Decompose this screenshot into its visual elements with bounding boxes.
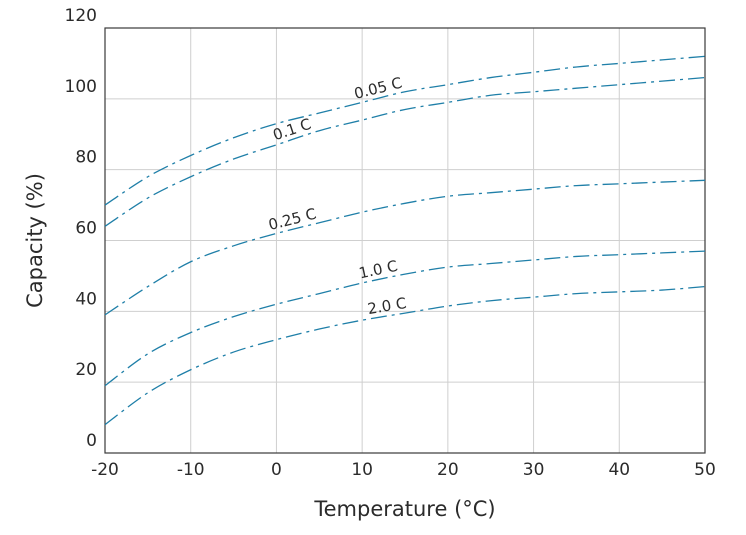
curve-1-0-c	[104, 250, 706, 387]
curve-labels: 0.05 C0.1 C0.25 C1.0 C2.0 C	[267, 74, 408, 318]
y-tick-label: 0	[86, 431, 97, 451]
curve-label: 2.0 C	[366, 294, 408, 318]
x-tick-label: 30	[523, 460, 545, 480]
y-axis-label: Capacity (%)	[23, 173, 47, 308]
curve-0-05-c	[104, 55, 706, 206]
x-tick-label: 10	[351, 460, 373, 480]
curves	[104, 55, 706, 426]
x-tick-label: 40	[608, 460, 630, 480]
tick-labels: -20 -10 0 10 20 30 40 50 0 20 40 60 80 100 120	[65, 6, 716, 480]
grid	[105, 28, 705, 453]
x-tick-label: 0	[271, 460, 282, 480]
curve-0-25-c	[104, 179, 706, 316]
plot-frame	[104, 27, 706, 454]
x-tick-label: 20	[437, 460, 459, 480]
curve-label: 1.0 C	[357, 257, 399, 283]
y-tick-label: 20	[75, 360, 97, 380]
y-tick-label: 80	[75, 148, 97, 168]
x-tick-label: 50	[694, 460, 716, 480]
x-tick-label: -10	[177, 460, 205, 480]
curve-0-1-c	[104, 76, 706, 227]
y-tick-label: 60	[75, 219, 97, 239]
y-tick-label: 100	[65, 77, 97, 97]
y-tick-label: 120	[65, 6, 97, 26]
curve-2-0-c	[104, 285, 706, 426]
x-axis-label: Temperature (°C)	[313, 497, 495, 521]
x-tick-label: -20	[91, 460, 119, 480]
y-tick-label: 40	[75, 289, 97, 309]
